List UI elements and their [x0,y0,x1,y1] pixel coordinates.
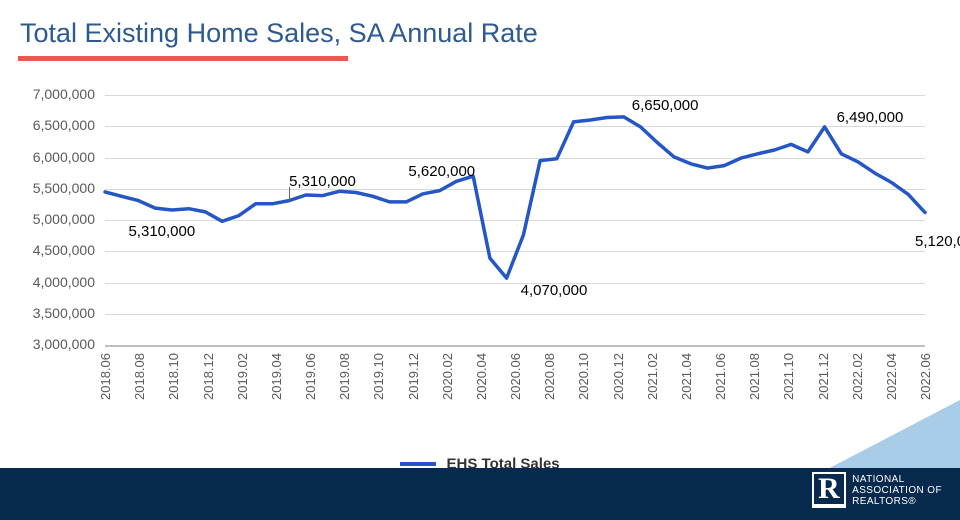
x-tick-label: 2019.04 [269,353,284,400]
logo-letter: R [812,472,846,508]
x-tick-label: 2020.08 [542,353,557,400]
x-tick-label: 2019.12 [406,353,421,400]
legend-swatch [400,462,436,466]
x-tick-label: 2022.06 [918,353,933,400]
data-label-leader [289,187,290,201]
data-label: 4,070,000 [521,282,588,299]
nar-logo: R NATIONAL ASSOCIATION OF REALTORS® [812,472,942,508]
data-label: 5,310,000 [289,173,356,190]
x-tick-label: 2020.10 [576,353,591,400]
x-tick-label: 2019.02 [235,353,250,400]
x-tick-label: 2020.12 [611,353,626,400]
title-underline [18,56,348,61]
x-tick-label: 2019.06 [303,353,318,400]
data-label: 6,650,000 [632,97,699,114]
x-tick-label: 2020.06 [508,353,523,400]
data-label: 6,490,000 [837,109,904,126]
logo-line2: ASSOCIATION OF [852,485,942,496]
data-label: 5,310,000 [128,223,195,240]
x-tick-label: 2021.06 [713,353,728,400]
logo-line1: NATIONAL [852,474,942,485]
x-tick-label: 2018.12 [201,353,216,400]
logo-line3: REALTORS® [852,496,942,507]
chart-area: 3,000,0003,500,0004,000,0004,500,0005,00… [20,85,940,425]
data-label: 5,120,000 [915,233,960,250]
data-label: 5,620,000 [408,163,475,180]
x-tick-label: 2019.08 [337,353,352,400]
x-tick-label: 2020.04 [474,353,489,400]
x-tick-label: 2021.10 [781,353,796,400]
x-tick-label: 2022.02 [850,353,865,400]
x-tick-label: 2021.04 [679,353,694,400]
chart-title: Total Existing Home Sales, SA Annual Rat… [20,18,538,49]
x-tick-label: 2022.04 [884,353,899,400]
x-tick-label: 2021.02 [645,353,660,400]
series-line [105,117,925,278]
x-tick-label: 2018.08 [132,353,147,400]
x-tick-label: 2021.12 [816,353,831,400]
x-tick-label: 2018.10 [166,353,181,400]
x-tick-label: 2019.10 [371,353,386,400]
x-tick-label: 2021.08 [747,353,762,400]
x-tick-label: 2018.06 [98,353,113,400]
x-tick-label: 2020.02 [440,353,455,400]
